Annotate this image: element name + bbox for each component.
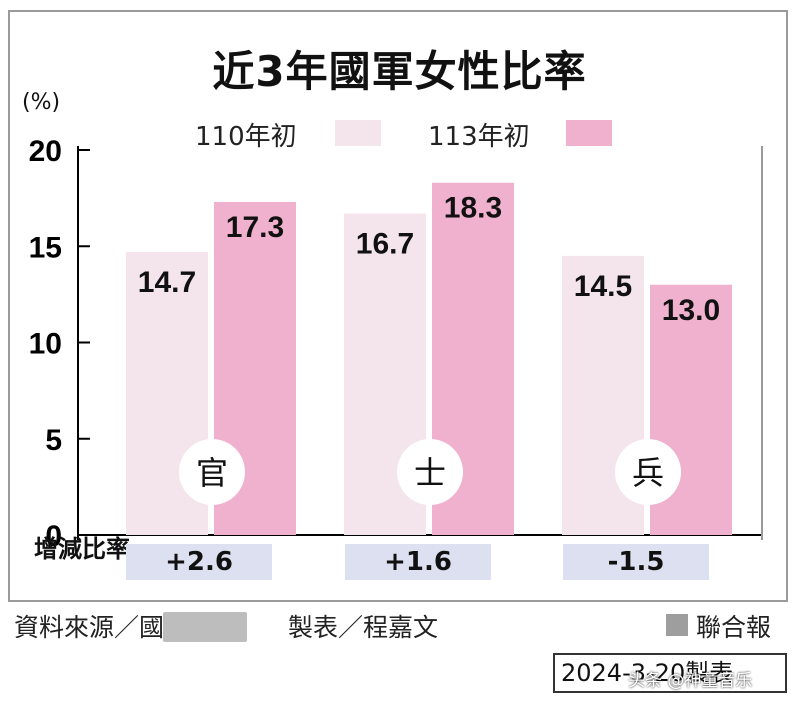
maker-text: 製表／程嘉文 [288, 613, 439, 642]
y-tick-label: 10 [29, 328, 62, 361]
legend-swatch-113 [566, 120, 612, 146]
change-value-nco: +1.6 [345, 544, 491, 580]
y-axis-unit: (%) [22, 90, 61, 115]
data-label: 16.7 [356, 228, 414, 261]
date-box: 2024-3-20製表 [553, 653, 787, 693]
chart-title: 近3年國軍女性比率 [212, 47, 587, 96]
change-row-label: 增減比率 [34, 535, 130, 563]
data-label: 14.7 [138, 266, 196, 299]
date-text: 2024-3-20製表 [561, 659, 734, 687]
data-label: 14.5 [574, 270, 632, 303]
change-value-enlisted: -1.5 [563, 544, 709, 580]
category-badge [179, 439, 245, 505]
data-label: 18.3 [444, 192, 502, 225]
data-label: 17.3 [226, 211, 284, 244]
y-tick-label: 5 [45, 424, 62, 457]
change-label-text: 增減比率 [34, 535, 130, 563]
y-tick-label: 0 [45, 520, 62, 553]
watermark: 头条 @神童音乐 [628, 671, 753, 691]
category-label: 士 [414, 454, 446, 492]
category-badge [397, 439, 463, 505]
y-tick-label: 15 [29, 231, 62, 264]
redaction-mark [163, 612, 247, 642]
legend-label-110: 110年初 [195, 122, 297, 152]
brand-logo-mark [666, 614, 688, 636]
y-tick-label: 20 [29, 135, 62, 168]
category-badge [615, 439, 681, 505]
legend-label-113: 113年初 [428, 122, 530, 152]
legend-swatch-110 [335, 120, 381, 146]
category-label: 兵 [632, 454, 664, 492]
data-label: 13.0 [662, 294, 720, 327]
change-value-officer: +2.6 [126, 544, 272, 580]
category-label: 官 [196, 454, 228, 492]
brand-name: 聯合報 [696, 613, 772, 642]
